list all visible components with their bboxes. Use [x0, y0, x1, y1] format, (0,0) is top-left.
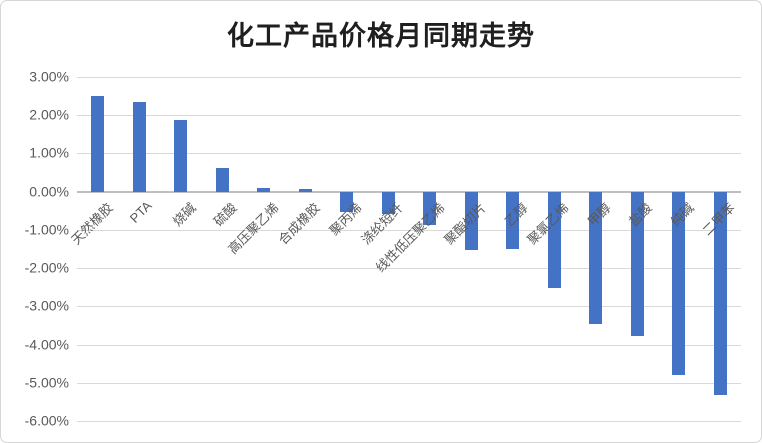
bar-8[interactable] — [381, 191, 395, 214]
gridline — [77, 306, 741, 308]
y-axis-tick-label: 1.00% — [29, 145, 69, 162]
y-axis-tick-label: -1.00% — [24, 221, 69, 238]
bar-14[interactable] — [630, 191, 644, 337]
y-axis-tick-label: -6.00% — [24, 412, 69, 429]
bar-16[interactable] — [713, 191, 727, 396]
y-axis-tick-label: 0.00% — [29, 183, 69, 200]
bar-11[interactable] — [506, 191, 520, 249]
bar-5[interactable] — [257, 187, 271, 192]
y-axis-tick-label: -5.00% — [24, 374, 69, 391]
bar-15[interactable] — [672, 191, 686, 376]
chart-title: 化工产品价格月同期走势 — [227, 21, 535, 51]
gridline — [77, 115, 741, 117]
y-axis-tick-label: -2.00% — [24, 259, 69, 276]
bar-12[interactable] — [547, 191, 561, 288]
gridline — [77, 229, 741, 231]
gridline — [77, 421, 741, 422]
bar-1[interactable] — [91, 96, 105, 192]
gridline — [77, 77, 741, 78]
bar-6[interactable] — [298, 189, 312, 192]
bar-4[interactable] — [215, 167, 229, 192]
bar-9[interactable] — [423, 191, 437, 226]
bar-13[interactable] — [589, 191, 603, 324]
bar-3[interactable] — [174, 119, 188, 192]
gridline — [77, 344, 741, 346]
gridline — [77, 153, 741, 155]
gridline — [77, 268, 741, 270]
bar-7[interactable] — [340, 191, 354, 212]
bar-10[interactable] — [464, 191, 478, 250]
y-axis-tick-label: 2.00% — [29, 106, 69, 123]
bar-2[interactable] — [132, 101, 146, 192]
gridline — [77, 382, 741, 384]
x-axis-line — [77, 190, 741, 193]
y-axis-tick-label: -3.00% — [24, 298, 69, 315]
y-axis-tick-label: 3.00% — [29, 68, 69, 85]
y-axis-tick-label: -4.00% — [24, 336, 69, 353]
